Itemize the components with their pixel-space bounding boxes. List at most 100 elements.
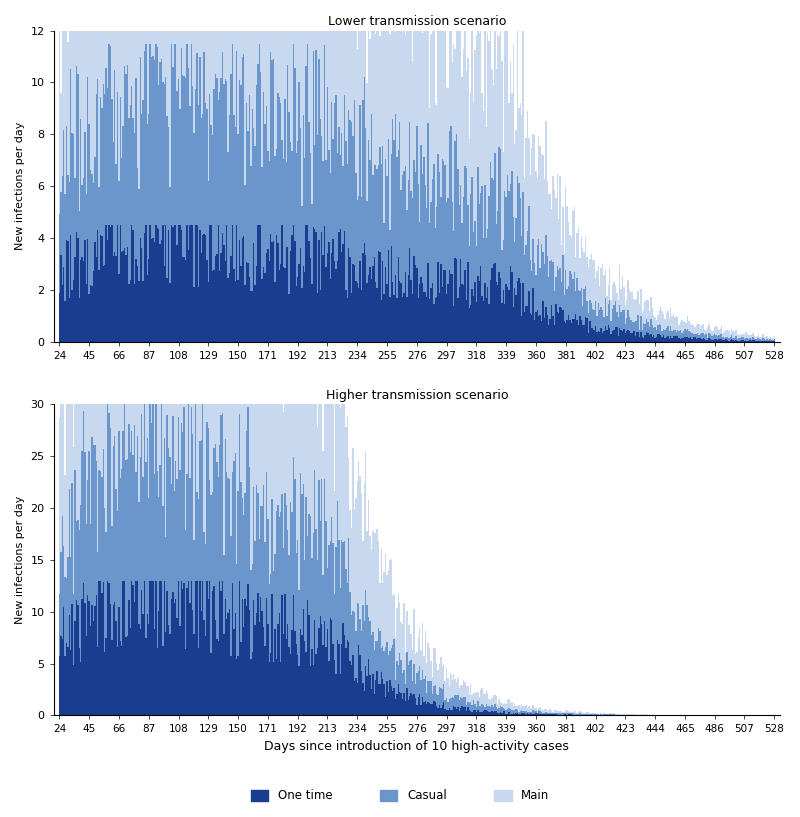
Bar — [150, 404, 151, 716]
Bar — [251, 109, 253, 342]
Bar — [750, 340, 751, 342]
Bar — [91, 605, 93, 716]
Bar — [210, 653, 212, 716]
Bar — [607, 304, 609, 342]
Bar — [670, 308, 671, 342]
Bar — [238, 279, 239, 342]
Bar — [436, 207, 438, 342]
Bar — [405, 272, 406, 342]
Bar — [168, 0, 170, 342]
Bar — [558, 713, 559, 716]
Bar — [97, 270, 98, 716]
Bar — [643, 310, 645, 342]
Bar — [466, 168, 467, 342]
Bar — [118, 431, 120, 716]
Bar — [154, 0, 155, 342]
Bar — [596, 315, 598, 342]
Bar — [463, 285, 464, 342]
Bar — [386, 176, 388, 342]
Bar — [291, 630, 293, 716]
Bar — [291, 512, 293, 716]
Bar — [165, 242, 166, 716]
Bar — [146, 614, 148, 716]
Bar — [128, 0, 130, 342]
Bar — [355, 173, 357, 342]
Bar — [663, 335, 664, 342]
Bar — [350, 510, 351, 716]
Bar — [78, 298, 80, 342]
Bar — [458, 204, 460, 342]
Bar — [74, 0, 76, 342]
Bar — [530, 175, 531, 342]
Bar — [757, 337, 758, 342]
Bar — [166, 592, 168, 716]
Bar — [541, 154, 542, 342]
Bar — [181, 423, 182, 716]
Bar — [739, 338, 741, 342]
Bar — [270, 52, 271, 342]
Bar — [484, 3, 486, 342]
Bar — [490, 708, 491, 716]
Bar — [276, 659, 277, 716]
Bar — [66, 126, 67, 342]
Bar — [131, 86, 133, 342]
Bar — [98, 187, 100, 342]
Bar — [78, 211, 80, 342]
Bar — [477, 276, 478, 342]
Bar — [735, 340, 737, 342]
Bar — [640, 714, 642, 716]
Bar — [454, 258, 456, 342]
Bar — [58, 214, 60, 342]
Bar — [476, 712, 477, 716]
Bar — [162, 506, 164, 716]
Bar — [302, 484, 304, 716]
Bar — [469, 710, 470, 716]
Bar — [110, 428, 111, 716]
Bar — [76, 288, 77, 716]
Bar — [294, 632, 295, 716]
Bar — [91, 286, 93, 342]
Bar — [436, 706, 438, 716]
Bar — [463, 697, 464, 716]
Bar — [218, 477, 219, 716]
Bar — [491, 705, 493, 716]
Bar — [98, 0, 100, 342]
Bar — [335, 333, 337, 716]
Bar — [495, 711, 497, 716]
Bar — [390, 560, 392, 716]
Bar — [697, 337, 698, 342]
Bar — [625, 714, 626, 716]
Bar — [212, 591, 214, 716]
Bar — [433, 648, 434, 716]
Bar — [546, 315, 548, 342]
Bar — [528, 707, 530, 716]
Bar — [545, 121, 546, 342]
Bar — [585, 712, 586, 716]
Bar — [133, 0, 134, 342]
Bar — [108, 43, 110, 342]
Bar — [433, 686, 434, 716]
Bar — [450, 274, 451, 342]
Bar — [111, 0, 113, 342]
Bar — [214, 0, 216, 342]
Bar — [222, 51, 223, 342]
Bar — [317, 293, 318, 342]
Bar — [66, 643, 67, 716]
Bar — [253, 243, 254, 342]
Bar — [282, 267, 284, 342]
Bar — [402, 297, 403, 342]
Bar — [383, 223, 385, 342]
Bar — [490, 162, 491, 342]
Bar — [616, 312, 618, 342]
Bar — [609, 714, 610, 716]
Bar — [73, 447, 74, 716]
Bar — [277, 243, 278, 342]
Bar — [80, 390, 82, 716]
Bar — [253, 0, 254, 342]
Bar — [544, 714, 545, 716]
Bar — [113, 4, 114, 342]
Bar — [144, 0, 145, 342]
Bar — [313, 51, 314, 342]
Bar — [220, 0, 222, 342]
Bar — [565, 324, 566, 342]
